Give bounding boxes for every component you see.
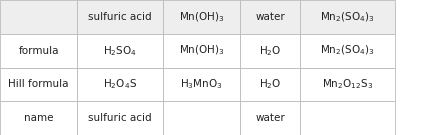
Text: formula: formula bbox=[19, 46, 59, 56]
Bar bbox=[163, 101, 240, 135]
Bar bbox=[0, 0, 77, 34]
Text: Mn(OH)$_3$: Mn(OH)$_3$ bbox=[179, 10, 224, 24]
Text: Hill formula: Hill formula bbox=[8, 79, 69, 89]
Bar bbox=[0, 68, 77, 101]
Text: Mn$_2$O$_{12}$S$_3$: Mn$_2$O$_{12}$S$_3$ bbox=[322, 77, 373, 91]
Text: H$_2$O$_4$S: H$_2$O$_4$S bbox=[103, 77, 137, 91]
Bar bbox=[77, 34, 163, 68]
Bar bbox=[300, 0, 395, 34]
Bar bbox=[240, 34, 300, 68]
Text: sulfuric acid: sulfuric acid bbox=[88, 12, 152, 22]
Bar bbox=[240, 0, 300, 34]
Bar bbox=[240, 68, 300, 101]
Bar bbox=[0, 34, 77, 68]
Bar bbox=[163, 68, 240, 101]
Bar bbox=[77, 0, 163, 34]
Text: Mn$_2$(SO$_4$)$_3$: Mn$_2$(SO$_4$)$_3$ bbox=[320, 10, 374, 24]
Bar bbox=[77, 101, 163, 135]
Bar bbox=[163, 34, 240, 68]
Bar bbox=[0, 101, 77, 135]
Bar bbox=[163, 0, 240, 34]
Text: water: water bbox=[255, 12, 285, 22]
Text: H$_3$MnO$_3$: H$_3$MnO$_3$ bbox=[180, 77, 223, 91]
Text: Mn(OH)$_3$: Mn(OH)$_3$ bbox=[179, 44, 224, 57]
Bar bbox=[240, 101, 300, 135]
Text: sulfuric acid: sulfuric acid bbox=[88, 113, 152, 123]
Text: H$_2$SO$_4$: H$_2$SO$_4$ bbox=[103, 44, 137, 58]
Text: water: water bbox=[255, 113, 285, 123]
Bar bbox=[300, 68, 395, 101]
Bar bbox=[300, 34, 395, 68]
Bar bbox=[300, 101, 395, 135]
Text: H$_2$O: H$_2$O bbox=[259, 44, 281, 58]
Bar bbox=[77, 68, 163, 101]
Text: H$_2$O: H$_2$O bbox=[259, 77, 281, 91]
Text: Mn$_2$(SO$_4$)$_3$: Mn$_2$(SO$_4$)$_3$ bbox=[320, 44, 374, 57]
Text: name: name bbox=[24, 113, 53, 123]
